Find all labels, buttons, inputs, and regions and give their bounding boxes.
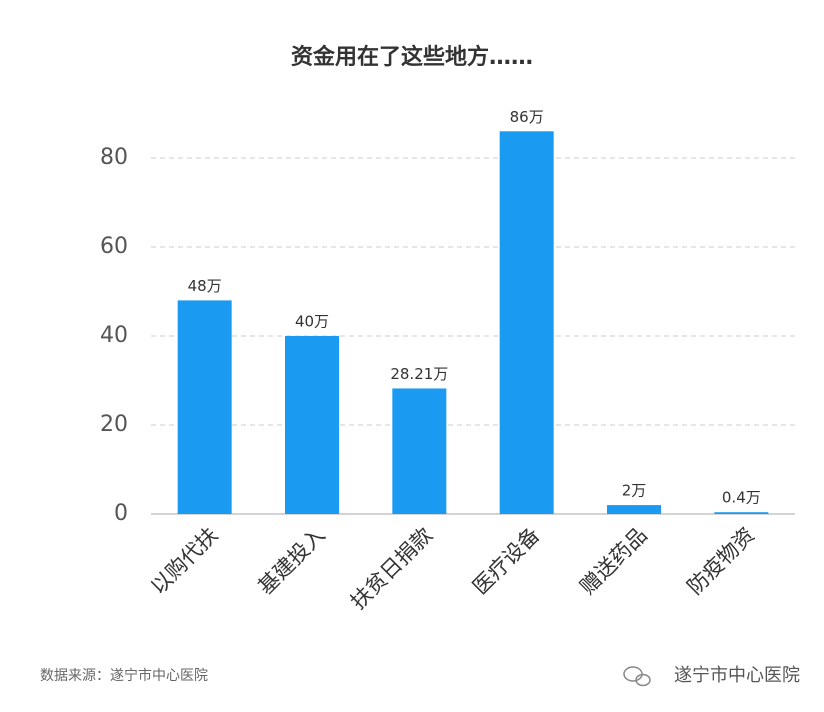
x-tick-label: 防疫物资 <box>683 523 759 599</box>
x-tick-label: 扶贫日捐款 <box>346 523 437 614</box>
y-tick-label: 20 <box>100 412 128 437</box>
bar <box>607 505 661 514</box>
chart-title: 资金用在了这些地方…… <box>291 44 533 70</box>
bar <box>177 300 232 514</box>
bar <box>499 131 554 515</box>
value-label: 28.21万 <box>390 365 448 383</box>
bar <box>285 336 339 514</box>
bar <box>392 388 447 514</box>
value-label: 2万 <box>622 482 647 500</box>
source-note: 数据来源：遂宁市中心医院 <box>40 667 208 684</box>
value-label: 86万 <box>510 108 544 126</box>
y-tick-label: 80 <box>100 145 128 170</box>
value-label: 0.4万 <box>722 489 761 507</box>
value-label: 40万 <box>295 313 329 331</box>
bar <box>714 512 769 514</box>
y-tick-label: 0 <box>114 501 128 526</box>
y-tick-label: 40 <box>100 323 128 348</box>
x-tick-label: 以购代扶 <box>146 523 222 599</box>
x-tick-label: 基建投入 <box>253 523 329 599</box>
wechat-icon <box>623 666 651 687</box>
watermark: 遂宁市中心医院 <box>674 665 800 686</box>
x-tick-label: 医疗设备 <box>468 523 544 599</box>
value-label: 48万 <box>188 277 222 295</box>
x-tick-label: 赠送药品 <box>575 523 651 599</box>
y-tick-label: 60 <box>100 234 128 259</box>
